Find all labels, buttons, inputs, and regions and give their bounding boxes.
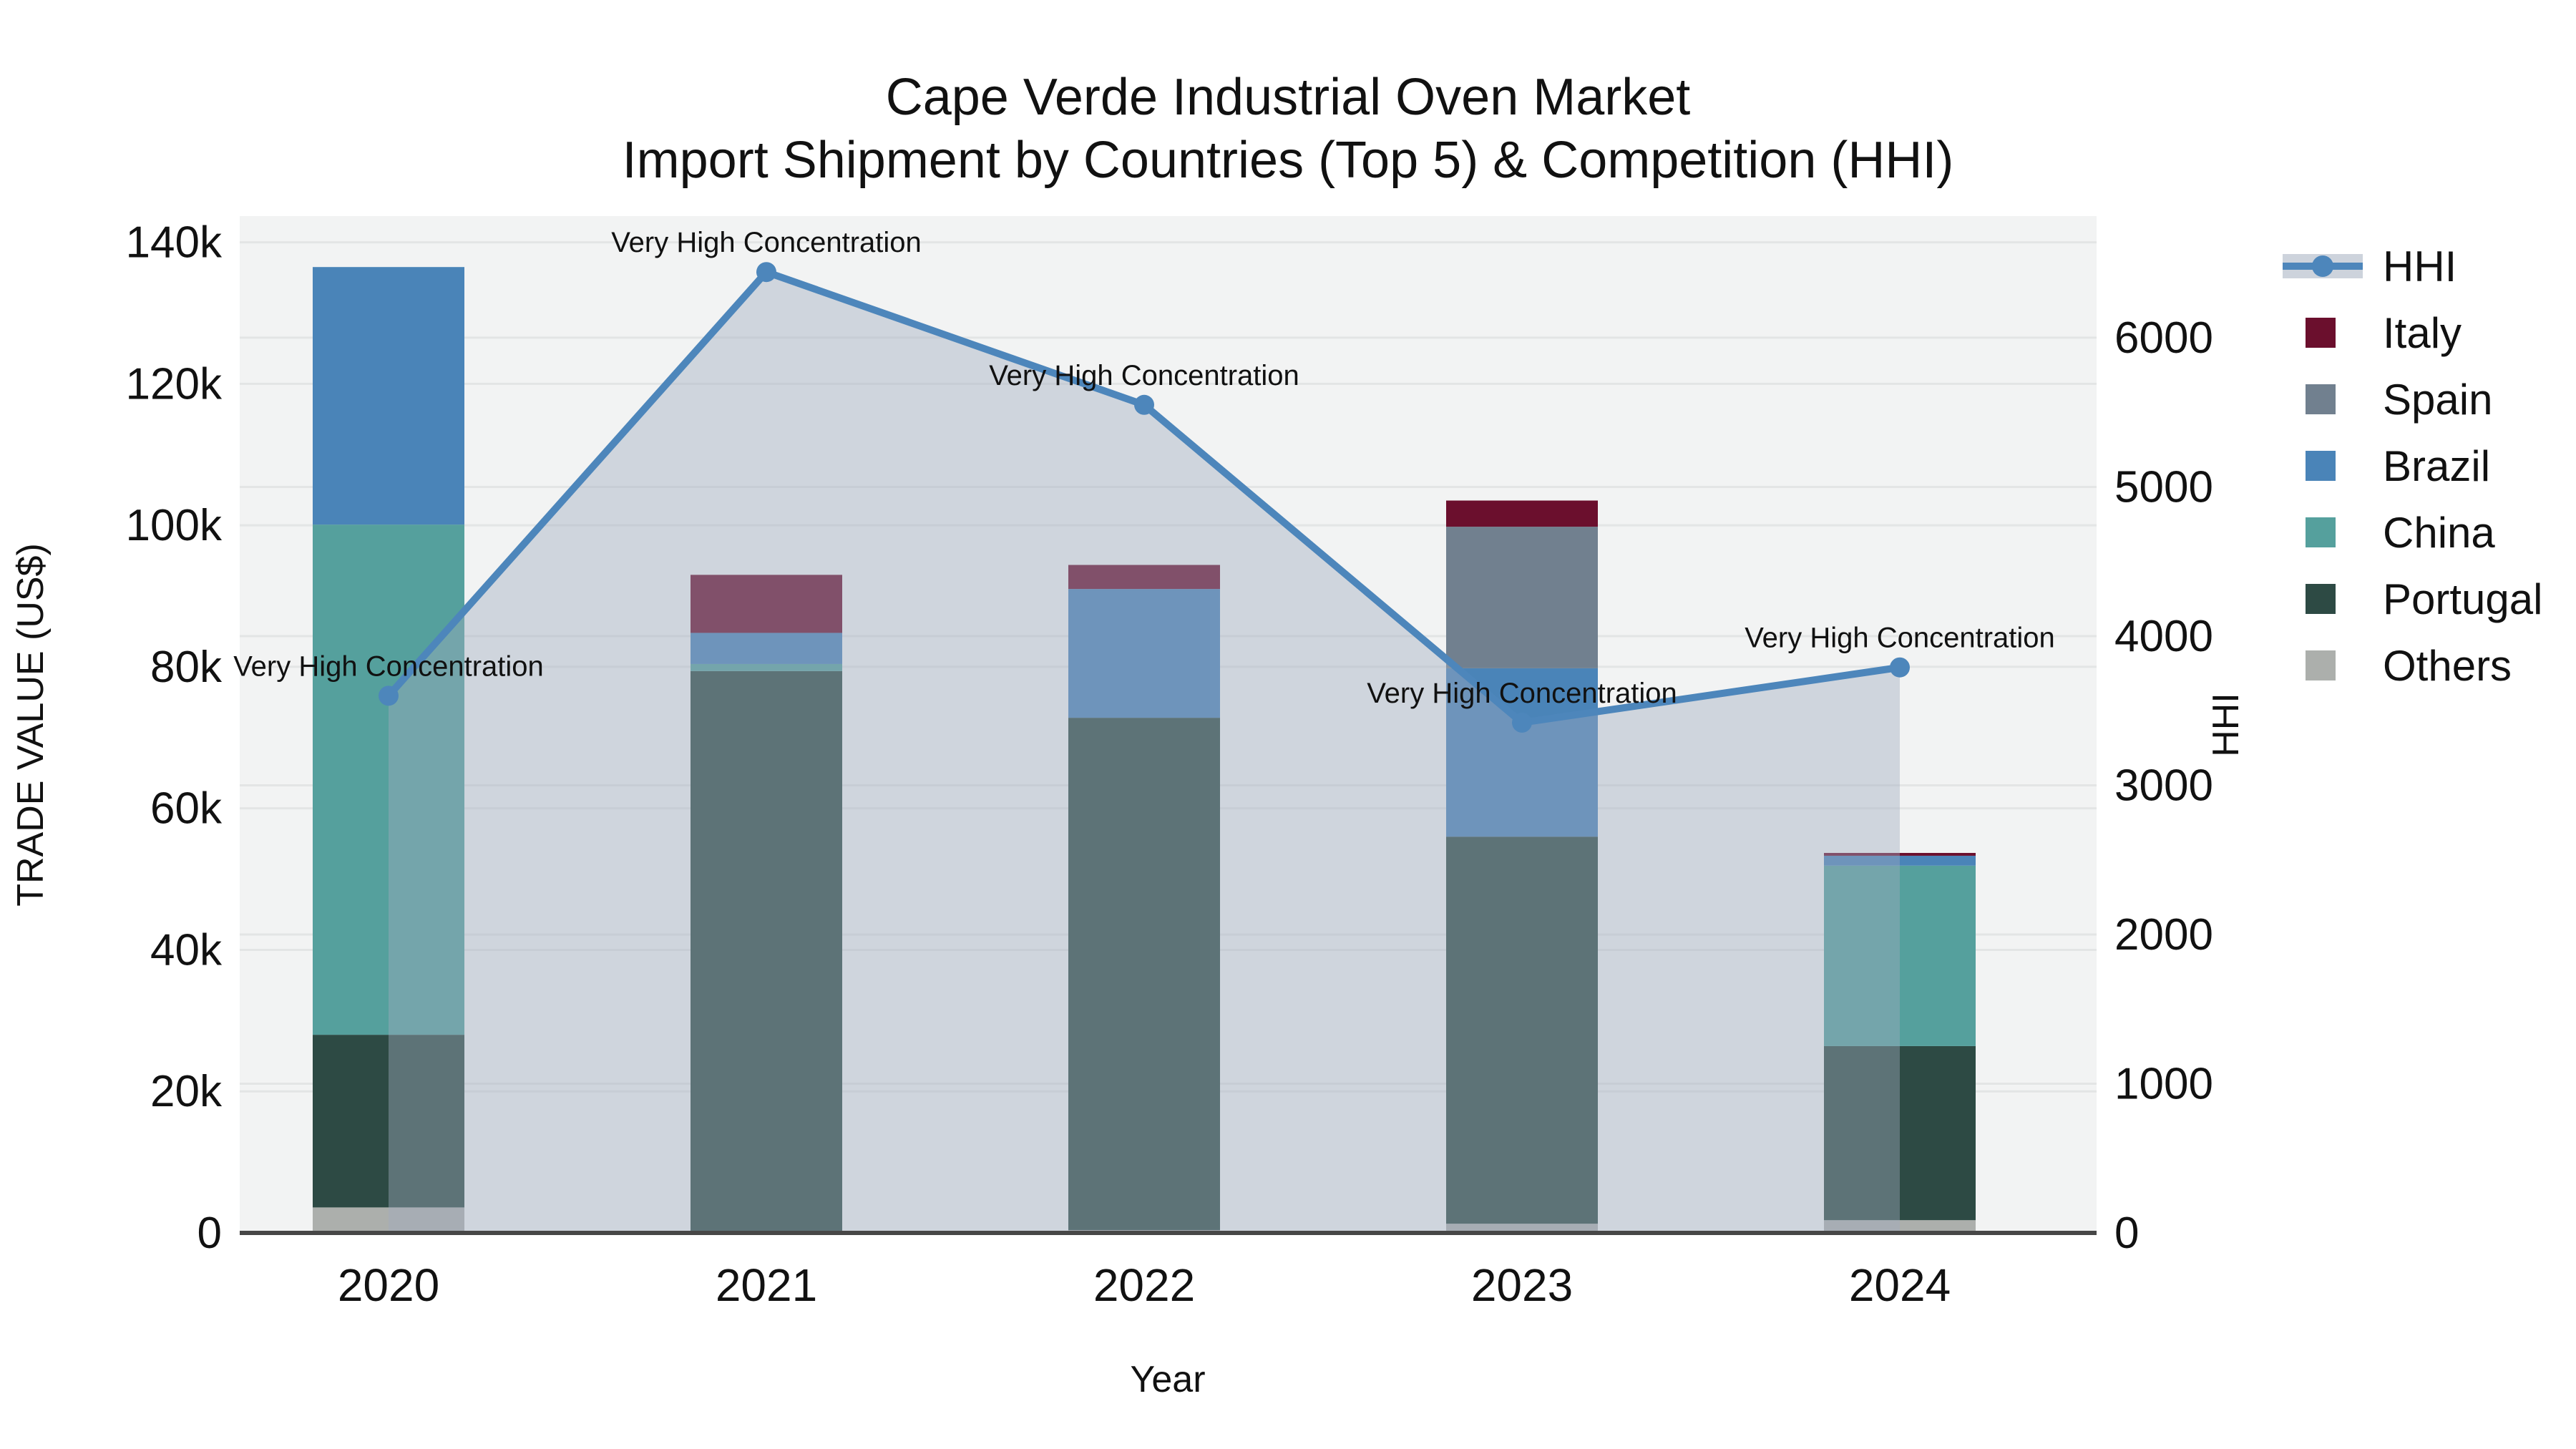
legend-swatch-italy [2306,318,2336,348]
x-tick-2021: 2021 [716,1259,817,1311]
x-tick-2022: 2022 [1093,1259,1195,1311]
hhi-point-2022[interactable] [1134,394,1154,415]
y-right-tick: 3000 [2114,761,2213,810]
y-right-tick: 4000 [2114,612,2213,661]
y-right-tick: 0 [2114,1209,2139,1258]
bar-segment-portugal-2020[interactable] [313,1035,464,1208]
y-left-tick: 120k [126,359,223,409]
bar-segment-italy-2024[interactable] [1824,852,1976,856]
legend-swatch-china [2306,517,2336,547]
chart-title-line1: Cape Verde Industrial Oven Market [886,69,1691,126]
x-tick-2020: 2020 [338,1259,439,1311]
bar-segment-china-2024[interactable] [1824,865,1976,1046]
hhi-point-2024[interactable] [1890,657,1910,678]
hhi-annotation-2022: Very High Concentration [989,360,1299,391]
x-tick-2023: 2023 [1471,1259,1573,1311]
hhi-annotation-2024: Very High Concentration [1745,623,2055,654]
y-right-tick: 6000 [2114,313,2213,363]
legend-label-china: China [2383,509,2495,557]
bar-segment-brazil-2024[interactable] [1824,855,1976,866]
hhi-point-2023[interactable] [1512,712,1532,733]
hhi-annotation-2021: Very High Concentration [611,227,922,258]
bar-segment-portugal-2023[interactable] [1446,836,1598,1224]
legend-label-portugal: Portugal [2383,575,2542,623]
hhi-annotation-2023: Very High Concentration [1367,678,1677,709]
y-left-tick: 20k [150,1067,223,1116]
bar-segment-portugal-2022[interactable] [1068,718,1220,1231]
legend-item-italy[interactable]: Italy [2306,309,2462,357]
x-axis-title: Year [1130,1359,1205,1400]
y-right-tick: 5000 [2114,462,2213,512]
y-axis-left-title: TRADE VALUE (US$) [10,543,52,907]
y-left-tick: 40k [150,925,223,975]
legend-swatch-others [2306,650,2336,680]
bar-segment-brazil-2021[interactable] [691,633,842,664]
legend-item-hhi[interactable]: HHI [2283,243,2457,291]
legend-swatch-brazil [2306,451,2336,481]
bar-segment-others-2020[interactable] [313,1207,464,1233]
legend-item-others[interactable]: Others [2306,642,2512,690]
bar-segment-others-2023[interactable] [1446,1224,1598,1233]
hhi-area [389,272,1900,1233]
plot-layer: Very High Concentration Very High Concent… [126,216,2213,1311]
bar-segment-china-2021[interactable] [691,663,842,671]
legend-item-spain[interactable]: Spain [2306,376,2492,424]
y-left-tick: 100k [126,501,223,550]
legend-swatch-portugal [2306,584,2336,614]
y-left-tick: 60k [150,784,223,834]
chart-title-line2: Import Shipment by Countries (Top 5) & C… [623,132,1954,189]
legend: HHI Italy Spain Brazil China Portugal Others [2283,243,2542,690]
bar-segment-portugal-2024[interactable] [1824,1045,1976,1221]
bar-segment-china-2020[interactable] [313,525,464,1035]
legend-swatch-spain [2306,384,2336,414]
bar-segment-brazil-2020[interactable] [313,267,464,525]
y-left-tick: 140k [126,218,223,268]
bar-segment-others-2024[interactable] [1824,1220,1976,1233]
bar-segment-brazil-2023[interactable] [1446,668,1598,837]
bar-segment-brazil-2022[interactable] [1068,589,1220,718]
bar-segment-italy-2022[interactable] [1068,565,1220,590]
legend-label-hhi: HHI [2383,243,2457,291]
legend-item-brazil[interactable]: Brazil [2306,442,2490,490]
legend-item-portugal[interactable]: Portugal [2306,575,2542,623]
bar-segment-italy-2021[interactable] [691,575,842,633]
hhi-point-2021[interactable] [756,262,776,283]
legend-label-others: Others [2383,642,2512,690]
y-axis-right-title: HHI [2205,693,2247,757]
hhi-marker-swatch [2312,255,2333,277]
y-right-tick: 1000 [2114,1059,2213,1108]
bar-segment-portugal-2021[interactable] [691,670,842,1233]
legend-label-brazil: Brazil [2383,442,2490,490]
y-left-tick: 0 [197,1209,222,1258]
bar-segment-italy-2023[interactable] [1446,500,1598,527]
legend-label-italy: Italy [2383,309,2462,357]
y-left-tick: 80k [150,643,223,692]
y-right-tick: 2000 [2114,910,2213,960]
hhi-annotation-2020: Very High Concentration [233,650,544,682]
x-tick-2024: 2024 [1849,1259,1951,1311]
bar-segment-spain-2023[interactable] [1446,527,1598,668]
hhi-point-2020[interactable] [379,686,399,706]
legend-label-spain: Spain [2383,376,2492,424]
legend-item-china[interactable]: China [2306,509,2495,557]
